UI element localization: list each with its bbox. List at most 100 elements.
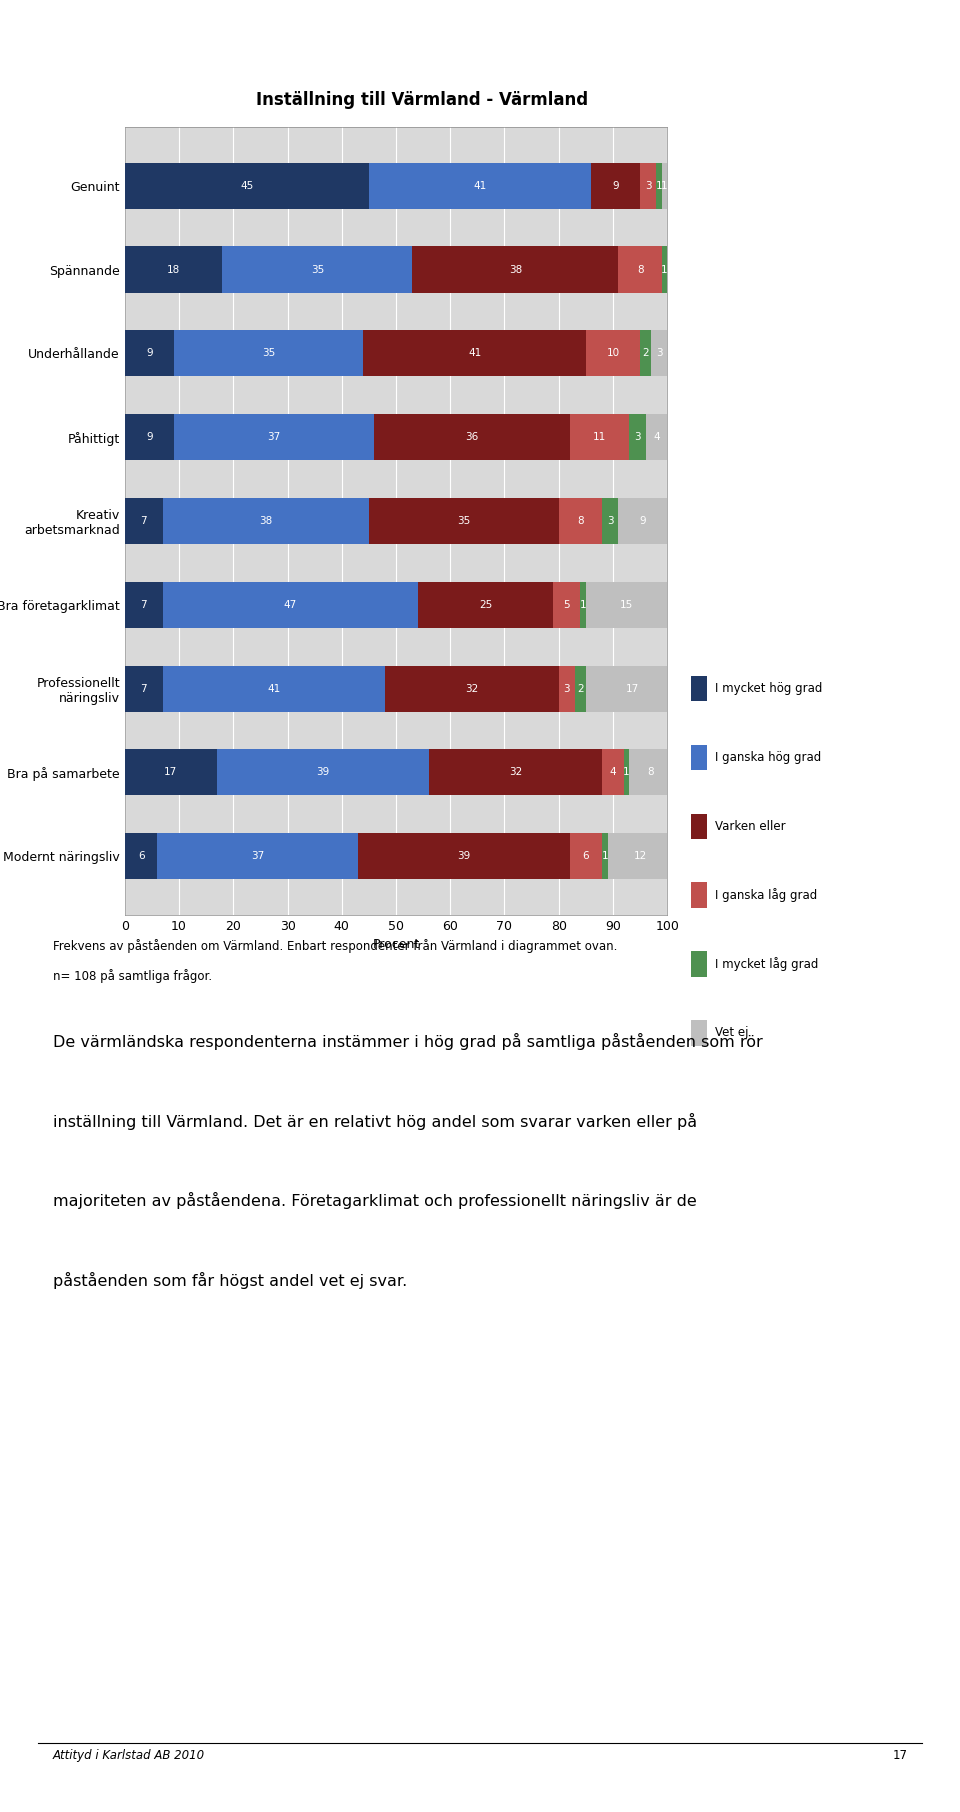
Bar — [223, 246, 412, 292]
Text: 4: 4 — [653, 431, 660, 442]
Bar — [586, 665, 678, 712]
Bar — [174, 330, 364, 377]
Bar — [559, 498, 602, 544]
X-axis label: Procent: Procent — [372, 939, 420, 951]
Text: 1: 1 — [661, 181, 668, 190]
Text: 1: 1 — [580, 600, 587, 611]
Text: 39: 39 — [457, 852, 470, 861]
Text: 12: 12 — [634, 852, 647, 861]
Text: 11: 11 — [592, 431, 606, 442]
Text: 5: 5 — [564, 600, 570, 611]
Text: 3: 3 — [564, 683, 570, 694]
Text: 17: 17 — [625, 683, 638, 694]
Text: De värmländska respondenterna instämmer i hög grad på samtliga påståenden som rö: De värmländska respondenterna instämmer … — [53, 1033, 762, 1049]
Bar — [661, 163, 667, 208]
Text: 41: 41 — [473, 181, 487, 190]
Bar — [125, 498, 163, 544]
Bar — [157, 834, 358, 879]
Text: 17: 17 — [892, 1749, 907, 1761]
Text: 2: 2 — [577, 683, 584, 694]
Text: Frekvens av påståenden om Värmland. Enbart respondenter från Värmland i diagramm: Frekvens av påståenden om Värmland. Enba… — [53, 939, 617, 953]
Text: 2: 2 — [642, 348, 649, 359]
Text: I mycket hög grad: I mycket hög grad — [715, 681, 823, 696]
Bar — [217, 750, 428, 795]
Text: 35: 35 — [457, 516, 470, 525]
Bar — [125, 750, 217, 795]
Bar — [624, 750, 629, 795]
Text: 39: 39 — [316, 766, 329, 777]
Text: 35: 35 — [262, 348, 276, 359]
Bar — [640, 163, 657, 208]
Text: 18: 18 — [167, 265, 180, 275]
Text: 25: 25 — [479, 600, 492, 611]
Text: 8: 8 — [577, 516, 584, 525]
Text: majoriteten av påståendena. Företagarklimat och professionellt näringsliv är de: majoriteten av påståendena. Företagarkli… — [53, 1192, 697, 1209]
Bar — [618, 246, 661, 292]
Bar — [364, 330, 586, 377]
Text: 3: 3 — [634, 431, 640, 442]
Text: 10: 10 — [607, 348, 619, 359]
Text: 35: 35 — [311, 265, 324, 275]
Text: 47: 47 — [283, 600, 297, 611]
Bar — [174, 415, 374, 460]
Text: 4: 4 — [610, 766, 616, 777]
Text: Varken eller: Varken eller — [715, 819, 786, 834]
Bar — [358, 834, 569, 879]
Text: 32: 32 — [509, 766, 522, 777]
Bar — [374, 415, 569, 460]
Bar — [559, 665, 575, 712]
Text: 1: 1 — [623, 766, 630, 777]
Bar — [629, 750, 673, 795]
Text: 37: 37 — [267, 431, 280, 442]
Text: 32: 32 — [466, 683, 479, 694]
Bar — [418, 582, 553, 627]
Bar — [163, 582, 418, 627]
Text: 45: 45 — [240, 181, 253, 190]
Text: n= 108 på samtliga frågor.: n= 108 på samtliga frågor. — [53, 969, 212, 984]
Bar — [602, 834, 608, 879]
Bar — [125, 246, 223, 292]
Bar — [575, 665, 586, 712]
Bar — [640, 330, 651, 377]
Text: 9: 9 — [146, 348, 153, 359]
Bar — [369, 163, 591, 208]
Bar — [581, 582, 586, 627]
Bar — [608, 834, 673, 879]
Text: 15: 15 — [620, 600, 634, 611]
Bar — [125, 415, 174, 460]
Bar — [591, 163, 640, 208]
Text: 3: 3 — [607, 516, 613, 525]
Text: 36: 36 — [466, 431, 479, 442]
Bar — [657, 163, 661, 208]
Text: 9: 9 — [146, 431, 153, 442]
Text: 1: 1 — [602, 852, 608, 861]
Text: 9: 9 — [612, 181, 619, 190]
Bar — [385, 665, 559, 712]
Bar — [651, 330, 667, 377]
Bar — [125, 330, 174, 377]
Bar — [125, 582, 163, 627]
Bar — [586, 582, 667, 627]
Bar — [428, 750, 602, 795]
Bar — [618, 498, 667, 544]
Text: 41: 41 — [468, 348, 481, 359]
Text: 3: 3 — [645, 181, 652, 190]
Bar — [163, 665, 385, 712]
Bar — [569, 415, 629, 460]
Bar — [553, 582, 581, 627]
Text: 9: 9 — [639, 516, 646, 525]
Bar — [661, 246, 667, 292]
Bar — [369, 498, 559, 544]
Bar — [125, 665, 163, 712]
Text: I ganska hög grad: I ganska hög grad — [715, 750, 822, 765]
Bar — [412, 246, 618, 292]
Bar — [125, 163, 369, 208]
Bar — [586, 330, 640, 377]
Text: 6: 6 — [583, 852, 589, 861]
Text: 7: 7 — [140, 600, 147, 611]
Text: I mycket låg grad: I mycket låg grad — [715, 957, 819, 971]
Text: 8: 8 — [648, 766, 655, 777]
Text: 3: 3 — [656, 348, 662, 359]
Text: I ganska låg grad: I ganska låg grad — [715, 888, 818, 902]
Text: 38: 38 — [259, 516, 273, 525]
